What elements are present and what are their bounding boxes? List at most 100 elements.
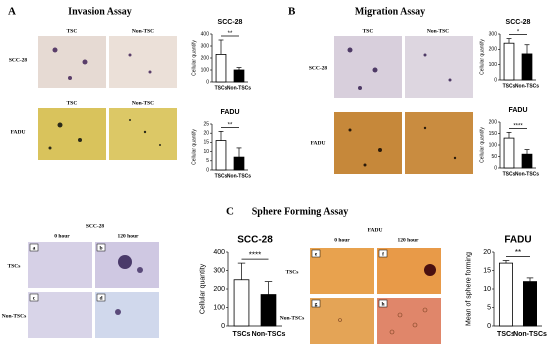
column-label: 0 hour — [54, 233, 70, 239]
y-tick-label: 100 — [489, 142, 498, 148]
row-label: Non-TSCs — [2, 313, 26, 319]
panel-label: B — [288, 6, 296, 18]
y-tick-label: 200 — [489, 119, 498, 125]
significance-label: ** — [515, 248, 521, 257]
y-tick-label: 25 — [203, 121, 209, 127]
micrographs — [28, 242, 159, 338]
x-tick-label: TSCs — [497, 331, 515, 338]
chart-title: FADU — [504, 235, 531, 246]
bar — [233, 156, 245, 171]
column-label: Non-TSC — [132, 100, 154, 106]
row-label: TSCs — [286, 269, 299, 275]
bar — [215, 140, 227, 171]
column-label: TSC — [363, 28, 374, 34]
y-tick-label: 100 — [489, 62, 498, 68]
y-tick-label: 0 — [494, 165, 497, 171]
column-label: TSC — [67, 100, 78, 106]
micrographs — [38, 36, 177, 160]
significance-label: ** — [228, 31, 233, 37]
x-tick-label: Non-TSCs — [515, 83, 539, 89]
x-tick-label: TSCs — [233, 331, 251, 338]
chart-title: SCC-28 — [218, 19, 243, 26]
y-tick-label: 400 — [213, 249, 225, 256]
panel-title: Migration Assay — [355, 6, 425, 17]
y-tick-label: 0 — [221, 323, 225, 330]
y-tick-label: 0 — [494, 77, 497, 83]
chart-title: SCC-28 — [237, 235, 273, 246]
tile-label: a — [33, 245, 36, 251]
micrographs — [310, 248, 441, 344]
column-label: 120 hour — [118, 233, 139, 239]
y-tick-label: 100 — [201, 67, 210, 73]
bar — [233, 279, 250, 327]
y-tick-label: 300 — [201, 43, 210, 49]
y-axis-label: Cellular quantify — [191, 129, 197, 165]
significance-label: **** — [249, 251, 261, 260]
y-tick-label: 300 — [489, 31, 498, 37]
y-tick-label: 100 — [213, 304, 225, 311]
y-axis-label: Mean of sphere forming — [466, 252, 473, 326]
tile-label: h — [381, 301, 384, 307]
x-tick-label: Non-TSCs — [513, 331, 547, 338]
y-tick-label: 20 — [203, 131, 209, 137]
tile-label: d — [99, 295, 102, 301]
panel-title: Sphere Forming Assay — [252, 206, 349, 217]
panel-title: Invasion Assay — [68, 6, 132, 17]
y-tick-label: 5 — [206, 158, 209, 164]
column-label: TSC — [67, 28, 78, 34]
tile-label: e — [315, 251, 318, 257]
column-label: 0 hour — [334, 237, 350, 243]
tile-label: g — [315, 301, 318, 307]
y-axis-label: Cellular quantify — [191, 40, 197, 76]
significance-label: * — [517, 30, 520, 36]
x-tick-label: TSCs — [215, 85, 228, 91]
bar — [523, 281, 538, 327]
significance-label: **** — [513, 123, 523, 129]
x-tick-label: Non-TSCs — [227, 85, 251, 91]
y-tick-label: 0 — [487, 323, 491, 330]
y-tick-label: 10 — [483, 286, 491, 293]
column-label: Non-TSC — [427, 28, 449, 34]
bar — [503, 137, 515, 169]
panel-label: A — [8, 6, 16, 18]
bar — [521, 53, 533, 81]
chart-title: SCC-28 — [506, 19, 531, 26]
row-label: SCC-28 — [309, 65, 328, 71]
significance-label: ** — [228, 122, 233, 128]
row-label: FADU — [11, 129, 26, 135]
tile-label: c — [33, 295, 36, 301]
panel-label: C — [226, 206, 234, 218]
y-tick-label: 400 — [201, 31, 210, 37]
y-tick-label: 200 — [213, 286, 225, 293]
x-tick-label: Non-TSCs — [227, 173, 251, 179]
row-label: SCC-28 — [9, 57, 28, 63]
bar — [215, 54, 227, 83]
y-tick-label: 200 — [201, 55, 210, 61]
y-tick-label: 20 — [483, 249, 491, 256]
tile-label: b — [99, 245, 102, 251]
y-tick-label: 0 — [206, 79, 209, 85]
y-tick-label: 200 — [489, 47, 498, 53]
row-label: FADU — [311, 140, 326, 146]
group-title: SCC-28 — [86, 223, 105, 229]
y-axis-label: Cellular quantify — [479, 39, 485, 75]
y-tick-label: 300 — [213, 267, 225, 274]
y-axis-label: Cellular quantify — [479, 127, 485, 163]
column-label: Non-TSC — [132, 28, 154, 34]
x-tick-label: TSCs — [503, 83, 516, 89]
column-label: 120 hour — [398, 237, 419, 243]
y-tick-label: 10 — [203, 149, 209, 155]
x-tick-label: Non-TSCs — [515, 171, 539, 177]
x-tick-label: TSCs — [503, 171, 516, 177]
y-tick-label: 15 — [203, 140, 209, 146]
x-tick-label: TSCs — [215, 173, 228, 179]
bar — [521, 153, 533, 169]
y-tick-label: 15 — [483, 267, 491, 274]
y-tick-label: 5 — [487, 304, 491, 311]
bar — [498, 262, 513, 327]
tile-label: f — [382, 251, 384, 257]
y-tick-label: 0 — [206, 167, 209, 173]
micrographs — [334, 36, 473, 174]
bar — [233, 69, 245, 83]
